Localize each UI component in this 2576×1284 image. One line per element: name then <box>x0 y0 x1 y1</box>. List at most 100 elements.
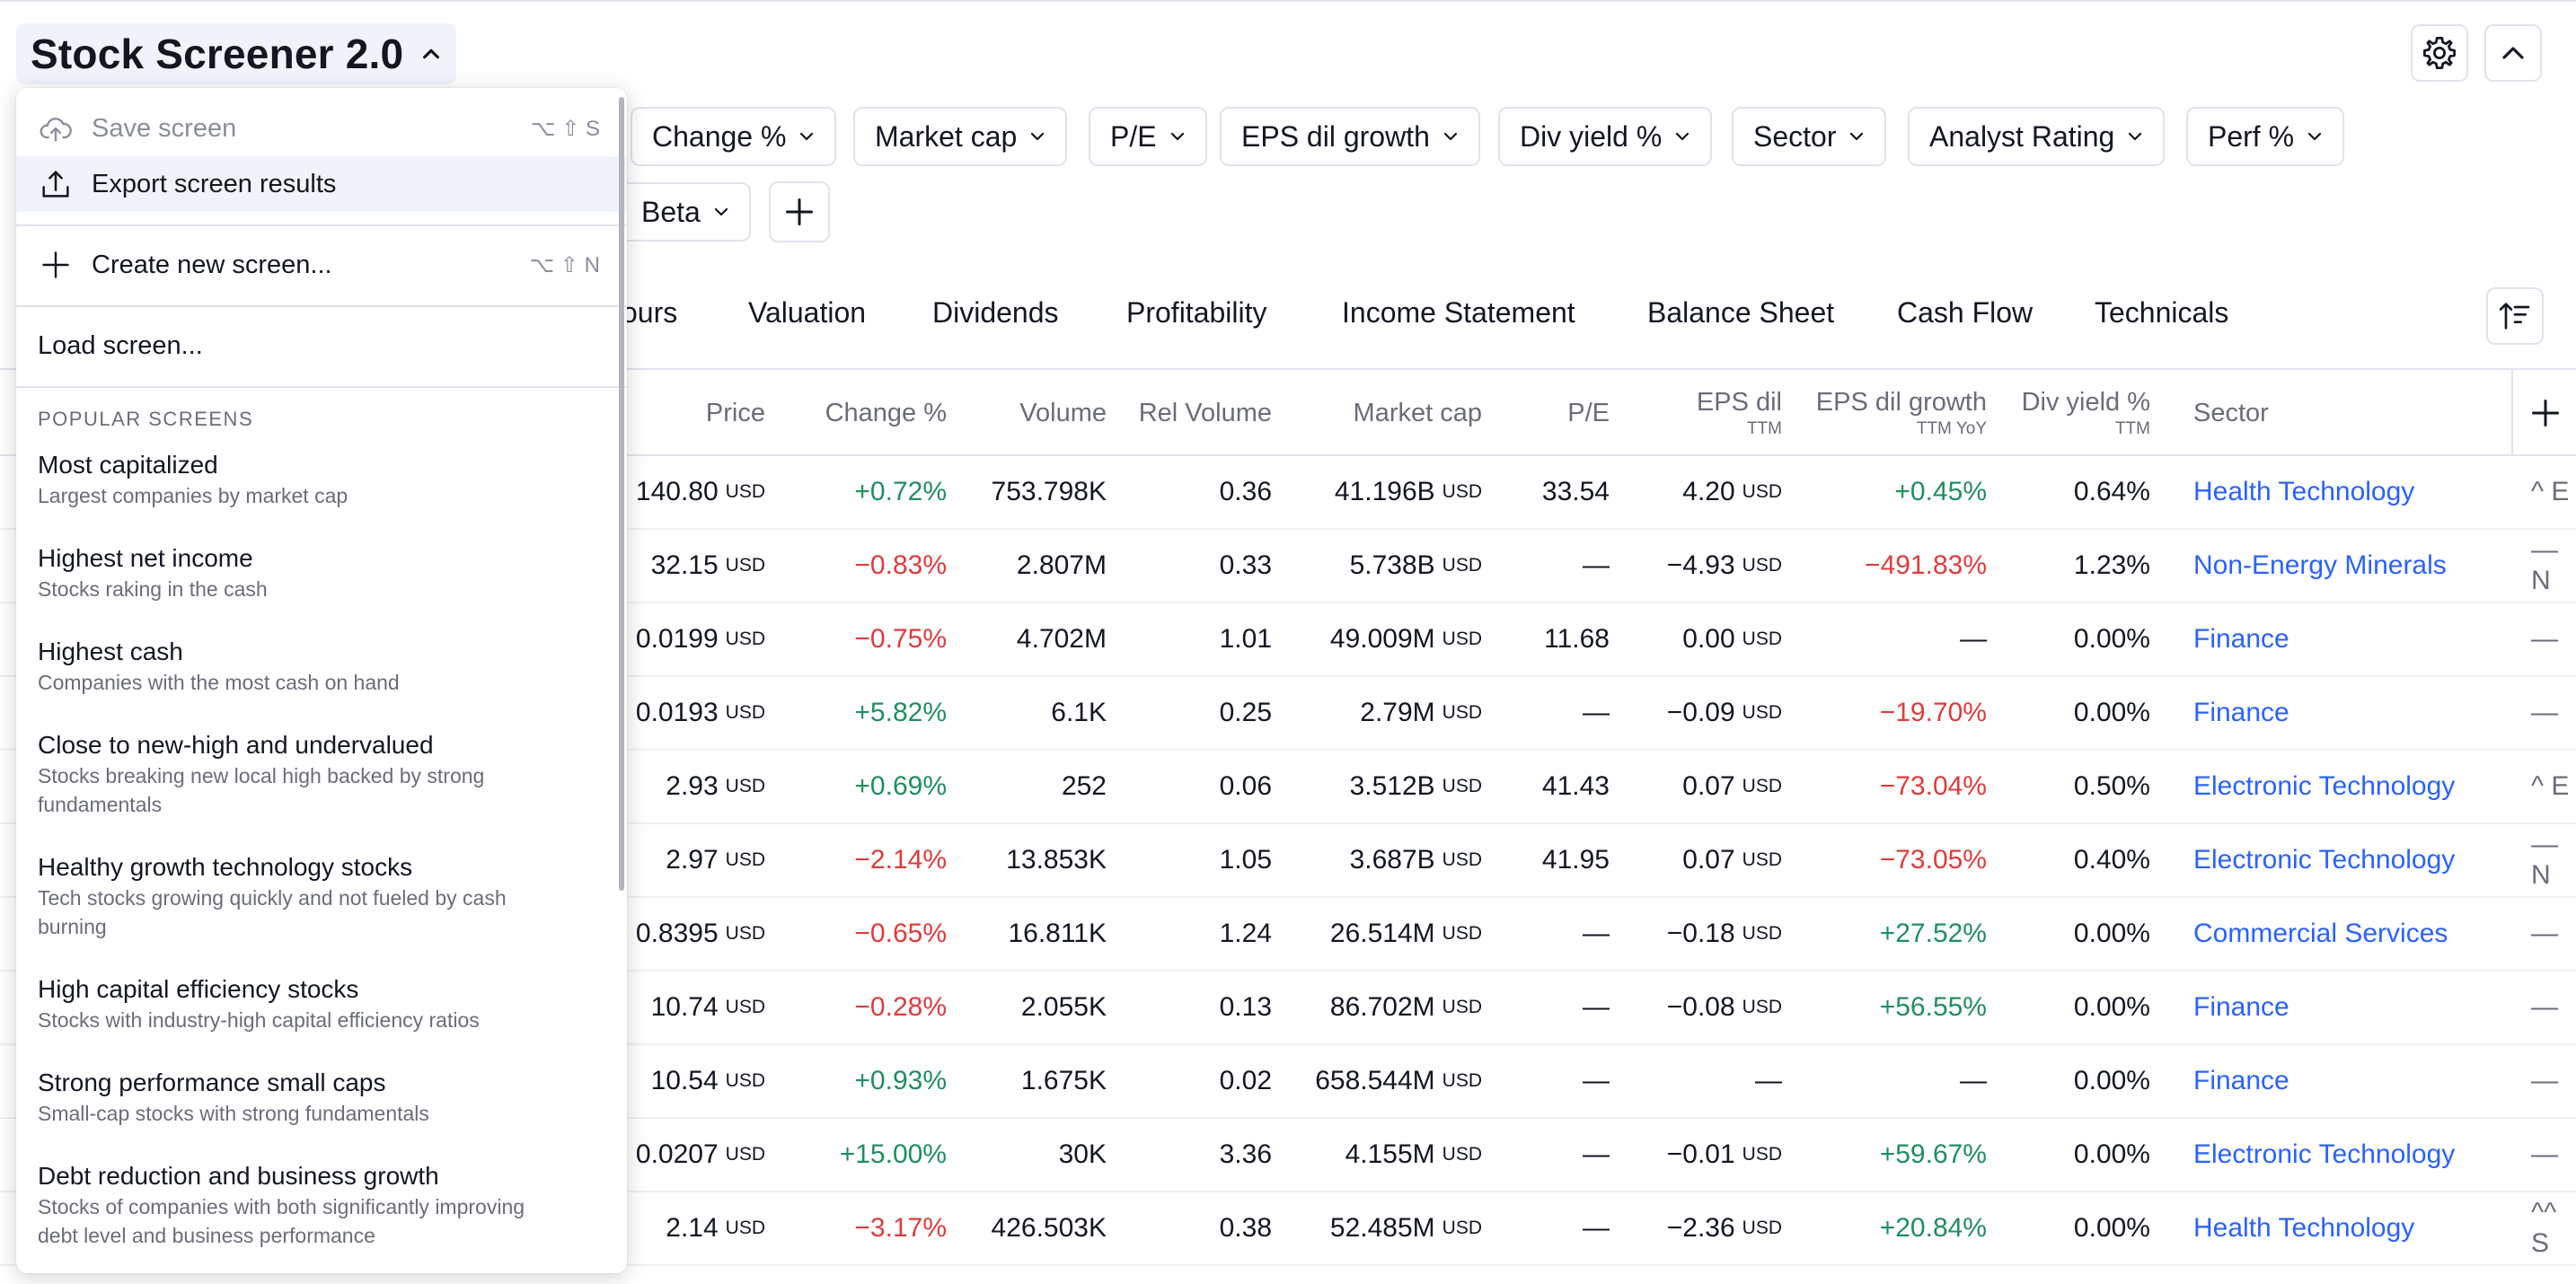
cell-price: 10.54 USD <box>650 1066 765 1095</box>
chevron-down-icon <box>714 207 728 216</box>
chevron-down-icon <box>2129 132 2142 141</box>
tab-cash-flow[interactable]: Cash Flow <box>1897 296 2033 329</box>
col-change[interactable]: Change % <box>825 398 947 427</box>
plus-icon <box>2532 400 2559 427</box>
analyst-rating: — N <box>2531 830 2558 890</box>
cell-relvol: 1.24 <box>1219 919 1272 948</box>
cell-eps: — <box>1755 1066 1782 1095</box>
popular-screen-name: Healthy growth technology stocks <box>38 853 413 881</box>
filter-change[interactable]: Change % <box>631 107 837 166</box>
tab-profitability[interactable]: Profitability <box>1126 296 1267 329</box>
filter-analyst-rating[interactable]: Analyst Rating <box>1908 107 2166 166</box>
add-filter-button[interactable] <box>769 181 830 242</box>
menu-scrollbar[interactable] <box>619 97 624 891</box>
table-row[interactable]: 2.93 USD +0.69% 252 0.06 3.512B USD 41.43 0.07 US… <box>0 751 2576 824</box>
cell-volume: 4.702M <box>1016 624 1107 654</box>
popular-screen-name: Debt reduction and business growth <box>38 1162 439 1190</box>
col-rel-volume[interactable]: Rel Volume <box>1138 398 1272 427</box>
table-row[interactable]: 10.54 USD +0.93% 1.675K 0.02 658.544M USD — — — 0.… <box>0 1045 2576 1119</box>
chevron-down-icon <box>1031 132 1045 141</box>
sort-columns-button[interactable] <box>2486 287 2544 345</box>
filter-market-cap[interactable]: Market cap <box>853 107 1068 166</box>
popular-screen-item[interactable]: Most capitalized Largest companies by mar… <box>38 449 595 510</box>
col-eps-dil[interactable]: EPS dil TTM <box>1696 387 1782 438</box>
col-volume[interactable]: Volume <box>1019 398 1107 427</box>
table-row[interactable]: 0.0199 USD −0.75% 4.702M 1.01 49.009M USD 11.68… <box>0 603 2576 677</box>
chevron-down-icon <box>1850 132 1864 141</box>
sector-link[interactable]: Finance <box>2193 992 2289 1022</box>
cell-price: 2.97 USD <box>666 845 765 875</box>
popular-screen-item[interactable]: Debt reduction and business growth Stocks… <box>38 1160 595 1250</box>
col-sector[interactable]: Sector <box>2193 398 2269 427</box>
cell-price: 10.74 USD <box>650 992 765 1022</box>
filter-div-yield[interactable]: Div yield % <box>1498 107 1713 166</box>
cell-price: 32.15 USD <box>650 550 765 580</box>
filter-sector[interactable]: Sector <box>1732 107 1887 166</box>
sector-link[interactable]: Commercial Services <box>2193 919 2448 948</box>
sector-link[interactable]: Electronic Technology <box>2193 845 2456 875</box>
popular-screen-item[interactable]: Close to new-high and undervalued Stocks … <box>38 729 595 819</box>
popular-screen-description: fundamentals <box>38 793 163 816</box>
screen-title-button[interactable]: Stock Screener 2.0 <box>16 23 456 84</box>
sector-link[interactable]: Non-Energy Minerals <box>2193 550 2447 580</box>
table-row[interactable]: 2.97 USD −2.14% 13.853K 1.05 3.687B USD 41.95 0.… <box>0 824 2576 898</box>
col-price[interactable]: Price <box>705 398 765 427</box>
cell-div: 0.40% <box>2073 845 2150 875</box>
table-row[interactable]: 10.74 USD −0.28% 2.055K 0.13 86.702M USD — −0.08… <box>0 972 2576 1045</box>
popular-screen-name: Strong performance small caps <box>38 1069 386 1096</box>
sector-link[interactable]: Finance <box>2193 1066 2289 1095</box>
popular-screen-description: Stocks of companies with both significan… <box>38 1195 525 1218</box>
tab-balance-sheet[interactable]: Balance Sheet <box>1647 296 1835 329</box>
sector-link[interactable]: Electronic Technology <box>2193 771 2456 801</box>
filter-pe[interactable]: P/E <box>1089 107 1207 166</box>
col-market-cap[interactable]: Market cap <box>1353 398 1482 427</box>
popular-screen-description: Stocks raking in the cash <box>38 577 268 601</box>
table-row[interactable]: 0.0193 USD +5.82% 6.1K 0.25 2.79M USD — −0.09 USD… <box>0 677 2576 751</box>
popular-screen-description: debt level and business performance <box>38 1224 375 1247</box>
cell-volume: 426.503K <box>991 1213 1107 1243</box>
filter-eps-dil-growth[interactable]: EPS dil growth <box>1220 107 1480 166</box>
popular-screen-item[interactable]: Highest cash Companies with the most cash… <box>38 636 595 697</box>
export-screen-results-item[interactable]: Export screen results <box>16 156 627 212</box>
cell-epsgrowth: — <box>1960 624 1987 654</box>
table-row[interactable]: 140.80 USD +0.72% 753.798K 0.36 41.196B USD 33.… <box>0 456 2576 530</box>
popular-screen-item[interactable]: High capital efficiency stocks Stocks wit… <box>38 973 595 1034</box>
filter-perf[interactable]: Perf % <box>2186 107 2345 166</box>
sector-link[interactable]: Health Technology <box>2193 477 2415 506</box>
sector-link[interactable]: Finance <box>2193 698 2289 727</box>
menu-divider <box>16 386 627 388</box>
tab-valuation[interactable]: Valuation <box>748 296 867 329</box>
popular-screen-item[interactable]: Highest net income Stocks raking in the c… <box>38 542 595 603</box>
tab-dividends[interactable]: Dividends <box>932 296 1059 329</box>
cell-eps: 0.00 USD <box>1682 624 1782 654</box>
popular-screen-item[interactable]: Strong performance small caps Small-cap s… <box>38 1067 595 1128</box>
filter-beta[interactable]: Beta <box>620 182 751 242</box>
table-row[interactable]: 0.0207 USD +15.00% 30K 3.36 4.155M USD — −0.01 US… <box>0 1119 2576 1192</box>
sort-icon <box>2499 303 2530 330</box>
table-row[interactable]: 32.15 USD −0.83% 2.807M 0.33 5.738B USD — −4.93 U… <box>0 530 2576 603</box>
col-pe[interactable]: P/E <box>1567 398 1610 427</box>
col-eps-dil-growth[interactable]: EPS dil growth TTM YoY <box>1815 387 1987 438</box>
save-screen-item[interactable]: Save screen ⌥ ⇧ S <box>16 101 627 156</box>
sector-link[interactable]: Finance <box>2193 624 2289 654</box>
create-new-screen-item[interactable]: Create new screen... ⌥ ⇧ N <box>16 237 627 293</box>
col-div-yield[interactable]: Div yield % TTM <box>2021 387 2150 438</box>
tab-income-statement[interactable]: Income Statement <box>1342 296 1575 329</box>
tab-hours[interactable]: ours <box>622 296 678 329</box>
sector-link[interactable]: Health Technology <box>2193 1213 2415 1243</box>
table-row[interactable]: 2.14 USD −3.17% 426.503K 0.38 52.485M USD — −2.3… <box>0 1192 2576 1266</box>
settings-button[interactable] <box>2411 24 2468 82</box>
cell-mcap: 658.544M USD <box>1315 1066 1482 1095</box>
tab-technicals[interactable]: Technicals <box>2095 296 2229 329</box>
sector-link[interactable]: Electronic Technology <box>2193 1139 2456 1169</box>
cell-relvol: 0.38 <box>1219 1213 1272 1243</box>
cell-price: 140.80 USD <box>635 477 765 506</box>
collapse-button[interactable] <box>2484 24 2542 82</box>
popular-screen-item[interactable]: Healthy growth technology stocks Tech sto… <box>38 851 595 941</box>
popular-screen-description: Small-cap stocks with strong fundamental… <box>38 1102 429 1125</box>
add-column-button[interactable] <box>2511 370 2576 456</box>
chevron-up-icon <box>2502 47 2524 59</box>
load-screen-item[interactable]: Load screen... <box>38 330 203 360</box>
cell-mcap: 41.196B USD <box>1334 477 1482 506</box>
table-row[interactable]: 0.8395 USD −0.65% 16.811K 1.24 26.514M USD — −0.… <box>0 898 2576 972</box>
